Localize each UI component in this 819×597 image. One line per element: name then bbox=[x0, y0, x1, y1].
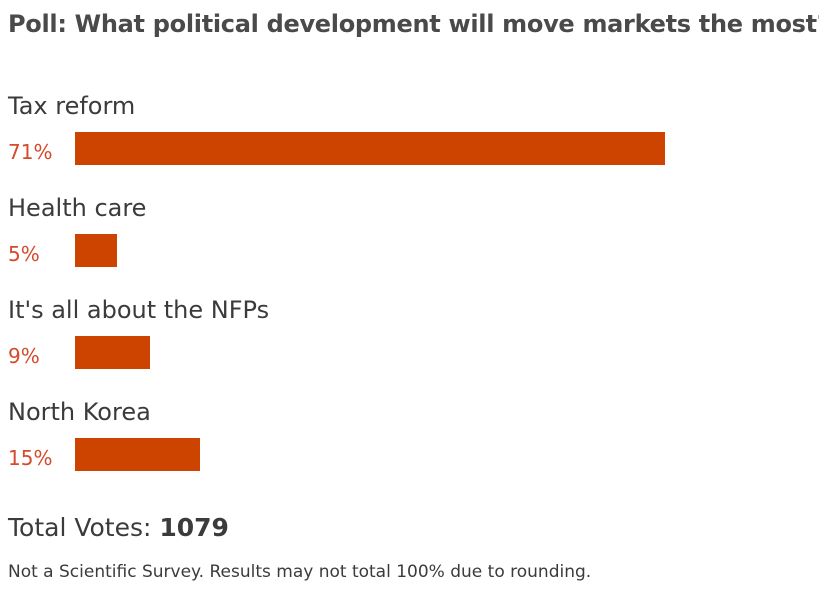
poll-option-percent: 15% bbox=[8, 446, 53, 470]
total-votes: Total Votes: 1079 bbox=[8, 513, 229, 542]
poll-option-label: It's all about the NFPs bbox=[8, 296, 270, 324]
poll-option-percent: 5% bbox=[8, 242, 40, 266]
poll-bar-track bbox=[75, 234, 819, 267]
survey-disclaimer: Not a Scientific Survey. Results may not… bbox=[8, 562, 592, 582]
poll-bar bbox=[75, 336, 150, 369]
poll-bar bbox=[75, 234, 117, 267]
poll-option-label: Health care bbox=[8, 194, 147, 222]
poll-option: Tax reform 71% bbox=[0, 92, 819, 184]
poll-bar bbox=[75, 132, 665, 165]
poll-bar-track bbox=[75, 438, 819, 471]
poll-option: It's all about the NFPs 9% bbox=[0, 296, 819, 388]
poll-option-label: North Korea bbox=[8, 398, 151, 426]
poll-bar-track bbox=[75, 132, 819, 165]
poll-bar-track bbox=[75, 336, 819, 369]
poll-bar bbox=[75, 438, 200, 471]
poll-option-percent: 71% bbox=[8, 140, 53, 164]
poll-option-percent: 9% bbox=[8, 344, 40, 368]
poll-option: Health care 5% bbox=[0, 194, 819, 286]
total-votes-label: Total Votes: bbox=[8, 513, 152, 542]
poll-option-label: Tax reform bbox=[8, 92, 136, 120]
poll-title: Poll: What political development will mo… bbox=[8, 10, 819, 38]
total-votes-value: 1079 bbox=[159, 513, 229, 542]
poll-option: North Korea 15% bbox=[0, 398, 819, 490]
